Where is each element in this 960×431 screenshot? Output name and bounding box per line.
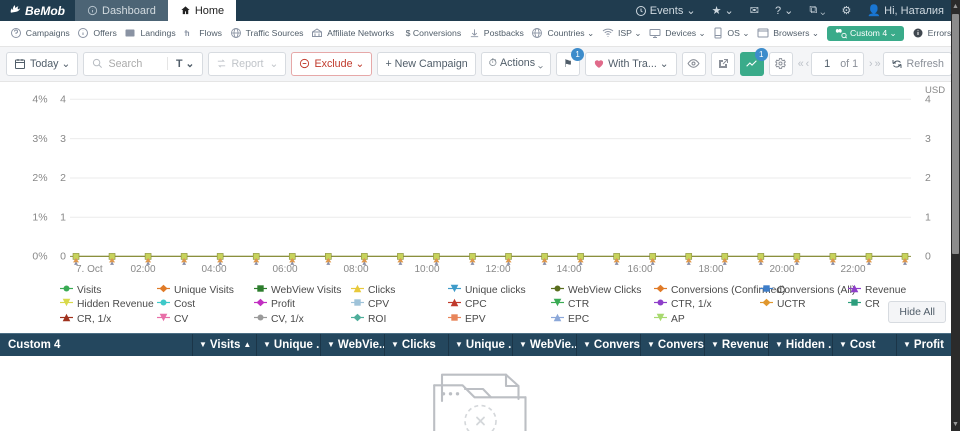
svg-text:0%: 0% <box>32 250 47 262</box>
svg-text:2: 2 <box>60 172 66 184</box>
svg-text:2%: 2% <box>32 172 47 184</box>
svg-text:1: 1 <box>925 211 931 223</box>
svg-text:20:00: 20:00 <box>769 264 794 275</box>
svg-text:04:00: 04:00 <box>201 264 226 275</box>
svg-text:0: 0 <box>60 250 66 262</box>
svg-text:22:00: 22:00 <box>840 264 865 275</box>
svg-text:0: 0 <box>925 250 931 262</box>
svg-text:4: 4 <box>60 93 66 105</box>
svg-text:18:00: 18:00 <box>698 264 723 275</box>
svg-text:3: 3 <box>925 132 931 144</box>
svg-text:4: 4 <box>925 93 931 105</box>
svg-text:7. Oct: 7. Oct <box>76 264 103 275</box>
svg-text:10:00: 10:00 <box>414 264 439 275</box>
svg-text:1: 1 <box>60 211 66 223</box>
svg-text:02:00: 02:00 <box>130 264 155 275</box>
svg-text:06:00: 06:00 <box>272 264 297 275</box>
svg-text:4%: 4% <box>32 93 47 105</box>
svg-text:2: 2 <box>925 172 931 184</box>
svg-text:14:00: 14:00 <box>556 264 581 275</box>
svg-text:16:00: 16:00 <box>627 264 652 275</box>
svg-text:1%: 1% <box>32 211 47 223</box>
svg-text:3: 3 <box>60 132 66 144</box>
svg-text:08:00: 08:00 <box>343 264 368 275</box>
svg-text:12:00: 12:00 <box>485 264 510 275</box>
svg-text:3%: 3% <box>32 132 47 144</box>
